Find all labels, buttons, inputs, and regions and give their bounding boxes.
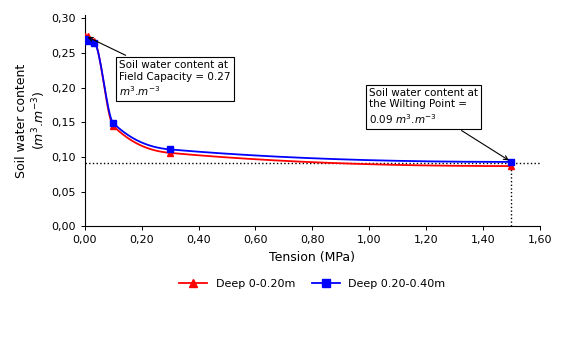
Deep 0.20-0.40m bbox=[167, 147, 174, 152]
Deep 0.20-0.40m bbox=[508, 160, 515, 164]
Deep 0-0.20m bbox=[110, 124, 117, 128]
Deep 0-0.20m bbox=[82, 34, 88, 38]
Line: Deep 0-0.20m: Deep 0-0.20m bbox=[82, 32, 515, 170]
Deep 0.20-0.40m bbox=[84, 39, 91, 43]
Deep 0-0.20m bbox=[508, 164, 515, 168]
Deep 0-0.20m bbox=[91, 39, 98, 43]
Deep 0.20-0.40m bbox=[91, 41, 98, 45]
Y-axis label: Soil water content
($m^3$.$m^{-3}$): Soil water content ($m^3$.$m^{-3}$) bbox=[15, 64, 48, 178]
Deep 0-0.20m bbox=[84, 34, 91, 39]
Legend: Deep 0-0.20m, Deep 0.20-0.40m: Deep 0-0.20m, Deep 0.20-0.40m bbox=[175, 274, 450, 293]
X-axis label: Tension (MPa): Tension (MPa) bbox=[269, 251, 356, 264]
Text: Soil water content at
the Wilting Point =
0.09 $m^3$.$m^{-3}$: Soil water content at the Wilting Point … bbox=[369, 88, 508, 160]
Text: Soil water content at
Field Capacity = 0.27
$m^3$.$m^{-3}$: Soil water content at Field Capacity = 0… bbox=[88, 37, 230, 98]
Deep 0.20-0.40m bbox=[82, 37, 88, 41]
Deep 0-0.20m bbox=[167, 151, 174, 155]
Deep 0.20-0.40m bbox=[110, 121, 117, 125]
Line: Deep 0.20-0.40m: Deep 0.20-0.40m bbox=[82, 36, 515, 166]
